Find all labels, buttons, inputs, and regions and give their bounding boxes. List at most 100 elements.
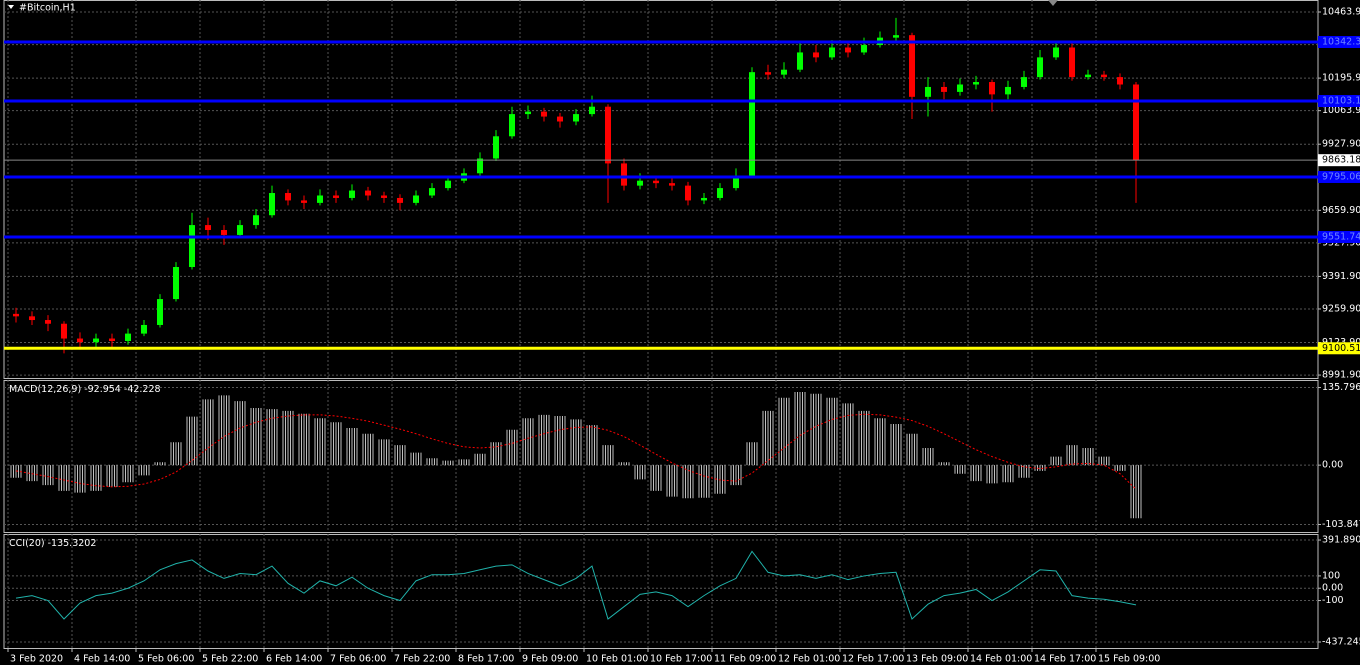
candle-body (77, 338, 83, 343)
candle-body (861, 45, 867, 53)
candle-body (525, 111, 531, 115)
candle-body (1117, 77, 1123, 85)
macd-title: MACD(12,26,9) -92.954 -42.228 (9, 384, 161, 395)
y-tick-label: 0.00 (1322, 460, 1343, 471)
candle-body (29, 316, 35, 321)
candle-body (589, 106, 595, 115)
x-tick-label: 3 Feb 2020 (10, 654, 63, 665)
main-frame (3, 0, 1319, 379)
y-tick-label: 9927.90 (1322, 139, 1360, 150)
candle-body (1037, 57, 1043, 78)
macd-frame (3, 380, 1319, 533)
x-tick-label: 12 Feb 01:00 (778, 654, 840, 665)
x-tick-label: 9 Feb 09:00 (522, 654, 578, 665)
candle-body (1021, 77, 1027, 87)
candle-body (685, 185, 691, 201)
candle-body (381, 195, 387, 198)
level-tag-label: 9551.74 (1322, 231, 1360, 242)
level-tag (1318, 342, 1360, 355)
cci-line (15, 550, 1137, 620)
signal-last: -42.228 (124, 384, 161, 395)
candle-body (445, 180, 451, 189)
level-tag-label: 9795.06 (1322, 171, 1360, 182)
level-tag (1318, 230, 1360, 243)
candle-body (733, 175, 739, 189)
candle-body (285, 193, 291, 201)
x-tick-label: 10 Feb 01:00 (586, 654, 648, 665)
candle-body (269, 193, 275, 216)
y-tick-label: -103.847 (1322, 519, 1360, 530)
macd-last: -92.954 (84, 384, 121, 395)
candle-body (621, 163, 627, 186)
x-tick-label: 7 Feb 22:00 (394, 654, 450, 665)
cci-title: CCI(20) -135.3202 (9, 538, 96, 549)
candle-body (429, 188, 435, 196)
level-tag (1318, 94, 1360, 107)
y-tick-label: 100 (1322, 570, 1340, 581)
level-tag (1318, 170, 1360, 183)
x-tick-label: 15 Feb 09:00 (1098, 654, 1160, 665)
candle-body (477, 158, 483, 174)
x-tick-label: 8 Feb 17:00 (458, 654, 514, 665)
candle-body (333, 195, 339, 198)
candle-body (253, 215, 259, 226)
x-tick-label: 14 Feb 01:00 (970, 654, 1032, 665)
level-tag (1318, 35, 1360, 48)
macd-name: MACD(12,26,9) (9, 384, 81, 395)
candle-body (573, 114, 579, 122)
y-tick-label: 10063.90 (1322, 105, 1360, 116)
candle-body (637, 180, 643, 186)
candle-body (557, 116, 563, 122)
y-tick-label: 9391.90 (1322, 271, 1360, 282)
candle-body (653, 180, 659, 184)
cci-last: -135.3202 (48, 538, 97, 549)
candle-body (765, 72, 771, 75)
candle-body (301, 200, 307, 203)
cci-frame (3, 534, 1319, 649)
chart-title: #Bitcoin,H1 (19, 3, 76, 14)
y-tick-label: -100 (1322, 595, 1344, 606)
x-tick-label: 10 Feb 17:00 (650, 654, 712, 665)
candle-body (141, 324, 147, 334)
candle-body (893, 35, 899, 38)
candle-body (701, 197, 707, 201)
candle-body (109, 338, 115, 342)
candle-body (493, 136, 499, 159)
candle-body (1069, 47, 1075, 78)
candle-body (797, 52, 803, 70)
candle-body (781, 69, 787, 75)
x-tick-label: 12 Feb 17:00 (842, 654, 904, 665)
candle-body (669, 183, 675, 186)
candle-body (605, 106, 611, 164)
candle-body (1053, 47, 1059, 58)
candle-body (45, 320, 51, 324)
candle-body (13, 313, 19, 317)
candle-body (829, 47, 835, 58)
y-tick-label: 10195.90 (1322, 73, 1360, 84)
candle-body (125, 333, 131, 342)
y-tick-label: 135.796 (1322, 382, 1360, 393)
candle-body (61, 323, 67, 339)
candle-body (909, 35, 915, 97)
candle-body (941, 86, 947, 92)
candle-body (1101, 74, 1107, 78)
candle-body (509, 114, 515, 137)
scroll-marker (1048, 0, 1058, 6)
level-tag-label: 9100.51 (1322, 343, 1360, 354)
candle-body (1005, 86, 1011, 95)
candle-body (813, 52, 819, 58)
candle-body (717, 188, 723, 198)
candle-body (349, 190, 355, 198)
x-tick-label: 4 Feb 14:00 (74, 654, 130, 665)
candle-body (1133, 84, 1139, 161)
candle-body (221, 230, 227, 235)
candle-body (925, 86, 931, 97)
candle-body (541, 111, 547, 117)
x-tick-label: 13 Feb 09:00 (906, 654, 968, 665)
plot-layer: 3 Feb 2020 4 Feb 14:00 5 Feb 06:00 5 Feb 22… (4, 0, 1360, 665)
y-tick-label: 10463.90 (1322, 7, 1360, 18)
price-tag (1318, 154, 1360, 167)
x-tick-label: 5 Feb 06:00 (138, 654, 194, 665)
